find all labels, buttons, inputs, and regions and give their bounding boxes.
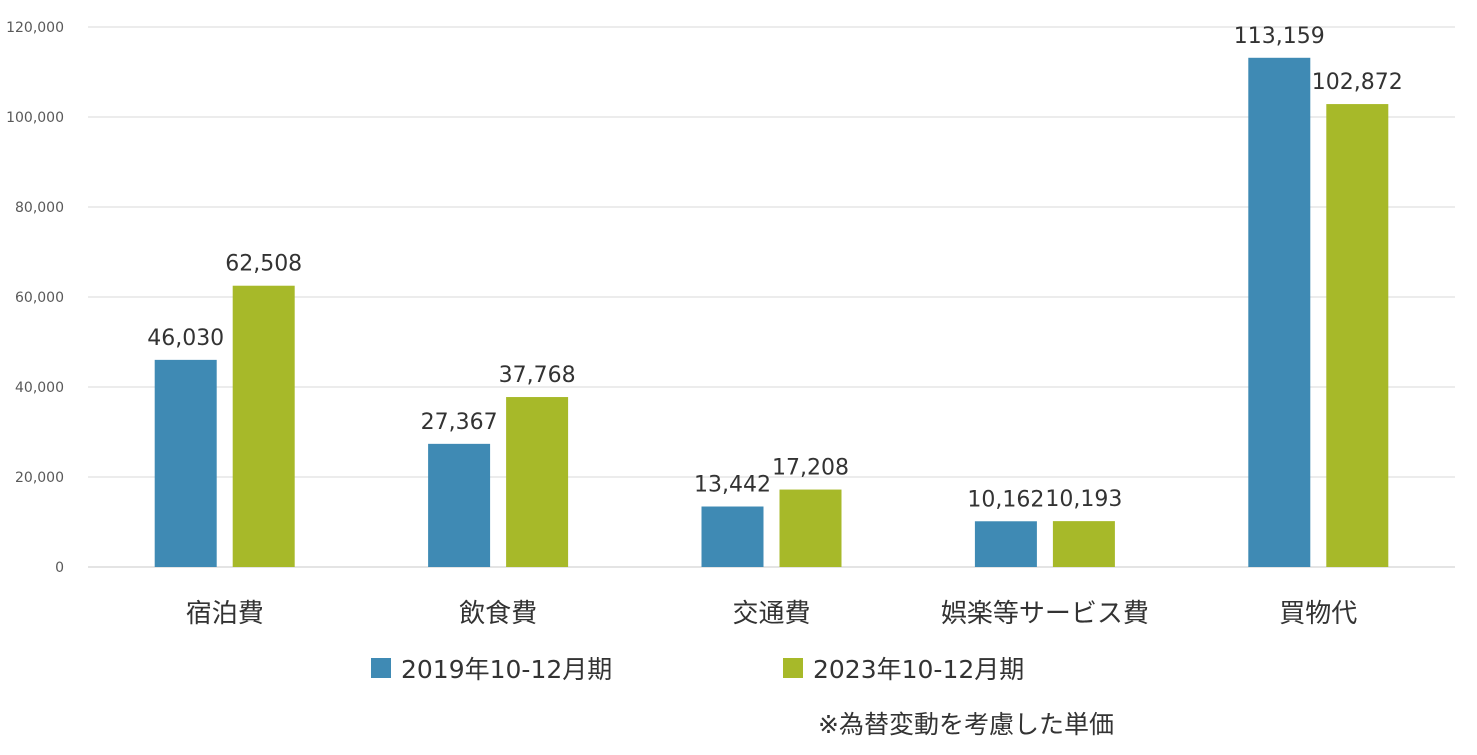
bar bbox=[154, 359, 217, 567]
bar bbox=[779, 489, 842, 567]
y-tick-label: 40,000 bbox=[15, 380, 64, 396]
y-tick-label: 80,000 bbox=[15, 200, 64, 216]
data-label: 17,208 bbox=[772, 456, 849, 481]
data-label: 46,030 bbox=[147, 326, 224, 351]
data-label: 10,162 bbox=[967, 487, 1044, 512]
legend-swatch-2023 bbox=[783, 658, 803, 678]
bar-chart: 0 20,000 40,000 60,000 80,000 100,000 120,000 4… bbox=[6, 20, 1455, 629]
data-label: 113,159 bbox=[1234, 24, 1325, 49]
legend-label-2019: 2019年10-12月期 bbox=[401, 655, 613, 684]
legend-item-2019: 2019年10-12月期 bbox=[371, 650, 612, 686]
legend-label-2023: 2023年10-12月期 bbox=[813, 655, 1025, 684]
y-tick-label: 100,000 bbox=[6, 110, 64, 126]
y-tick-label: 60,000 bbox=[15, 290, 64, 306]
bar bbox=[701, 506, 764, 567]
data-label: 10,193 bbox=[1045, 487, 1122, 512]
x-tick-label: 買物代 bbox=[1279, 599, 1357, 629]
bar bbox=[428, 443, 491, 567]
bar bbox=[506, 397, 569, 567]
y-tick-label: 120,000 bbox=[6, 20, 64, 36]
x-tick-label: 交通費 bbox=[732, 599, 810, 629]
legend-item-2023: 2023年10-12月期 bbox=[783, 650, 1024, 686]
x-tick-label: 飲食費 bbox=[459, 599, 537, 629]
bar bbox=[974, 521, 1037, 567]
data-label: 102,872 bbox=[1312, 70, 1403, 95]
x-tick-label: 娯楽等サービス費 bbox=[941, 599, 1149, 629]
data-label: 13,442 bbox=[694, 473, 771, 498]
bar bbox=[1326, 104, 1389, 568]
legend: 2019年10-12月期 2023年10-12月期 bbox=[0, 650, 1477, 690]
data-label: 27,367 bbox=[421, 410, 498, 435]
bar bbox=[232, 285, 295, 567]
legend-swatch-2019 bbox=[371, 658, 391, 678]
bar bbox=[1248, 57, 1311, 568]
data-label: 62,508 bbox=[225, 252, 302, 277]
y-tick-label: 0 bbox=[55, 560, 64, 576]
y-tick-label: 20,000 bbox=[15, 470, 64, 486]
note-text: ※為替変動を考慮した単価 bbox=[818, 710, 1114, 739]
bar bbox=[1052, 521, 1115, 567]
x-tick-label: 宿泊費 bbox=[186, 599, 264, 629]
data-label: 37,768 bbox=[499, 363, 576, 388]
